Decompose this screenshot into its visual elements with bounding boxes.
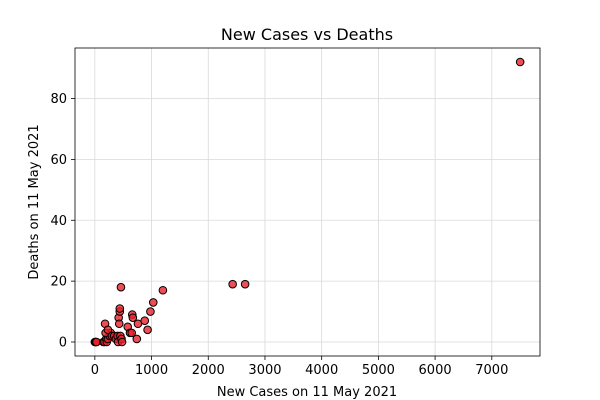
x-tick-label: 5000 xyxy=(362,363,395,378)
scatter-point xyxy=(515,57,525,67)
y-tick-label: 40 xyxy=(50,214,67,229)
y-tick-label: 80 xyxy=(50,92,67,107)
x-tick-label: 2000 xyxy=(192,363,225,378)
scatter-point xyxy=(103,325,113,335)
scatter-point xyxy=(127,328,137,338)
scatter-point xyxy=(140,316,150,325)
x-tick-label: 1000 xyxy=(135,363,168,378)
y-tick-label: 60 xyxy=(50,153,67,168)
x-tick-label: 6000 xyxy=(419,363,452,378)
x-tick-label: 4000 xyxy=(305,363,338,378)
scatter-point xyxy=(143,325,152,335)
scatter-point xyxy=(146,307,155,316)
grid xyxy=(75,48,540,356)
scatter-point xyxy=(132,334,142,344)
scatter-point xyxy=(117,337,127,347)
scatter-point xyxy=(148,298,158,307)
data-points xyxy=(90,57,525,347)
y-tick-label: 0 xyxy=(59,336,67,351)
x-tick-label: 3000 xyxy=(248,363,281,378)
scatter-point xyxy=(228,279,237,289)
x-tick-label: 0 xyxy=(91,363,99,378)
scatter-point xyxy=(240,279,250,289)
y-tick-label: 20 xyxy=(50,275,67,290)
scatter-point xyxy=(116,282,126,292)
plot-frame xyxy=(74,47,541,357)
x-axis-label: New Cases on 11 May 2021 xyxy=(217,385,397,400)
scatter-point xyxy=(128,313,138,322)
scatter-point xyxy=(158,285,168,295)
y-axis-label: Deaths on 11 May 2021 xyxy=(27,124,42,279)
scatter-point xyxy=(115,304,125,313)
chart-title: New Cases vs Deaths xyxy=(221,25,393,44)
scatter-point xyxy=(114,319,124,329)
x-axis: 0 1000 2000 3000 4000 5000 6000 7000 xyxy=(91,356,508,378)
x-tick-label: 7000 xyxy=(475,363,508,378)
y-axis: 0 20 40 60 80 xyxy=(50,92,75,351)
